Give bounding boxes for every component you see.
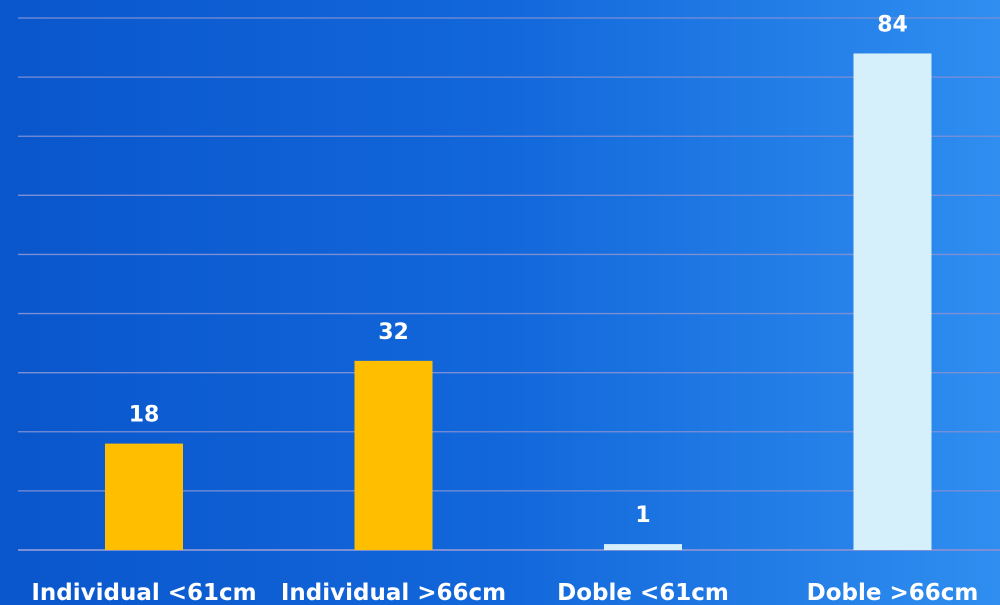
bar-1 (105, 443, 183, 550)
value-labels: 18 32 1 84 (129, 12, 908, 528)
bar-4 (853, 53, 932, 550)
category-label: Doble <61cm (557, 580, 729, 605)
bars (105, 53, 932, 550)
bar-3 (604, 544, 682, 550)
category-labels: Individual <61cm Individual >66cm Doble <6… (31, 580, 978, 605)
bar-value-label: 84 (877, 12, 908, 37)
category-label: Doble >66cm (807, 580, 979, 605)
bar-value-label: 32 (378, 320, 409, 345)
bar-value-label: 1 (635, 503, 650, 528)
category-label: Individual >66cm (281, 580, 506, 605)
category-label: Individual <61cm (31, 580, 256, 605)
bar-value-label: 18 (129, 403, 160, 428)
bar-2 (354, 360, 433, 550)
